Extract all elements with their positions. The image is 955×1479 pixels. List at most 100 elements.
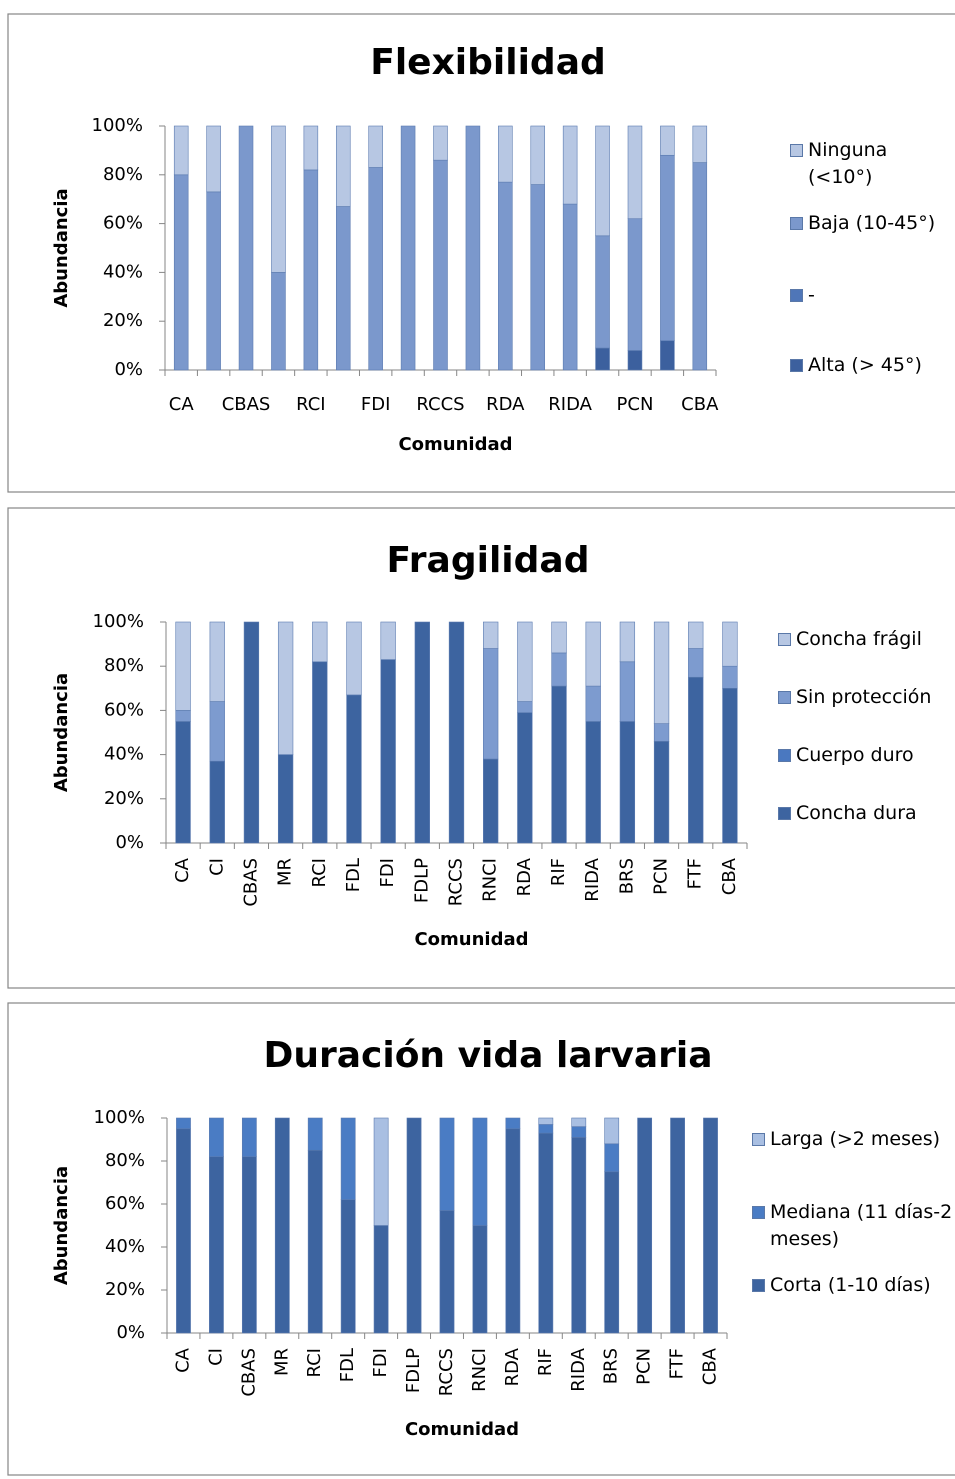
bar-segment (271, 125, 286, 273)
y-tick-label: 0% (116, 1322, 145, 1343)
bar-segment (585, 621, 601, 687)
x-tick-label: PCN (634, 1348, 655, 1385)
bar-segment (176, 1117, 191, 1130)
bar-segment (414, 621, 430, 844)
x-tick-label: RCI (304, 1348, 325, 1378)
bar-segment (373, 1225, 389, 1334)
bar-segment (307, 1149, 323, 1334)
bar-segment (627, 125, 643, 220)
bar-segment (209, 1156, 224, 1334)
legend-label: Corta (1-10 días) (770, 1274, 931, 1296)
bar-segment (660, 340, 675, 371)
x-tick-label: RIF (535, 1348, 556, 1376)
bar-segment (176, 1128, 191, 1334)
bar-segment (660, 125, 675, 156)
bar-segment (312, 621, 328, 663)
y-tick-label: 100% (93, 611, 144, 632)
legend-item: Sin protección (778, 684, 955, 711)
bar-segment (303, 169, 319, 371)
x-tick-label: FTF (667, 1348, 688, 1379)
bar-segment (209, 1117, 224, 1158)
bar-segment (551, 621, 567, 654)
chart-title: Duración vida larvaria (263, 1035, 712, 1076)
bar-segment (483, 621, 499, 649)
y-tick-label: 40% (103, 261, 143, 282)
x-tick-label: BRS (601, 1348, 622, 1384)
bar-segment (243, 621, 260, 844)
y-tick-label: 20% (105, 1279, 145, 1300)
panel-border (7, 1002, 955, 1476)
legend-item: Concha dura (778, 800, 955, 827)
bar-segment (637, 1117, 653, 1334)
bar-segment (175, 621, 191, 711)
bar-segment (340, 1199, 356, 1334)
bar-segment (380, 621, 396, 660)
bar-segment (312, 661, 328, 844)
y-tick-label: 40% (105, 1236, 145, 1257)
bar-segment (303, 125, 319, 171)
y-tick-label: 40% (104, 744, 144, 765)
legend-swatch (790, 217, 803, 230)
bar-segment (400, 125, 416, 371)
legend-label: Concha frágil (796, 628, 922, 650)
bar-segment (241, 1156, 257, 1334)
x-tick-label: FDI (370, 1348, 391, 1378)
bar-segment (340, 1117, 356, 1200)
legend-item: Mediana (11 días-2 meses) (752, 1199, 955, 1253)
bar-segment (277, 621, 294, 755)
x-tick-label: BRS (616, 858, 637, 894)
x-tick-label: FTF (685, 858, 706, 889)
legend-swatch (790, 359, 803, 372)
legend-swatch (752, 1279, 765, 1292)
bar-segment (173, 125, 189, 176)
bar-segment (538, 1132, 554, 1334)
bar-segment (551, 652, 567, 687)
bar-segment (175, 710, 191, 722)
y-tick-label: 80% (104, 655, 144, 676)
y-tick-label: 0% (115, 832, 144, 853)
y-axis-title: Abundancia (51, 673, 72, 792)
bar-segment (206, 191, 221, 371)
bar-segment (238, 125, 254, 371)
x-tick-label: CA (172, 857, 193, 883)
bar-segment (692, 162, 708, 371)
x-tick-label: RIF (548, 858, 569, 886)
bar-segment (571, 1126, 587, 1138)
bar-segment (241, 1117, 257, 1158)
y-tick-label: 20% (103, 310, 143, 331)
bar-segment (722, 665, 738, 689)
x-tick-label: FDI (377, 858, 398, 888)
bar-segment (722, 687, 738, 844)
x-tick-label: MR (271, 1348, 292, 1376)
bar-segment (585, 685, 601, 722)
chart-title: Flexibilidad (370, 42, 606, 83)
bar-segment (175, 721, 191, 844)
x-axis-title: Comunidad (414, 929, 528, 950)
y-tick-label: 100% (92, 115, 143, 136)
bar-segment (483, 648, 499, 760)
legend-item: - (790, 282, 940, 309)
x-tick-label: FDL (337, 1348, 358, 1382)
bar-segment (627, 350, 643, 371)
bar-segment (571, 1117, 587, 1127)
x-tick-label: CI (205, 1348, 226, 1366)
x-tick-label: CBA (681, 394, 719, 415)
legend-item: Ninguna (<10°) (790, 137, 940, 191)
panel-border (7, 507, 955, 989)
x-axis-title: Comunidad (405, 1419, 519, 1440)
bar-segment (448, 621, 465, 844)
x-tick-label: CI (206, 858, 227, 876)
bar-segment (307, 1117, 323, 1151)
bar-segment (604, 1171, 620, 1334)
y-tick-label: 20% (104, 788, 144, 809)
bar-segment (571, 1137, 587, 1334)
y-tick-label: 60% (103, 213, 143, 234)
legend-swatch (752, 1206, 765, 1219)
bar-segment (472, 1225, 488, 1334)
x-tick-label: CBAS (238, 1348, 259, 1397)
bar-segment (551, 685, 567, 844)
bar-segment (670, 1117, 685, 1334)
bar-segment (619, 721, 636, 844)
legend-label: Sin protección (796, 686, 932, 708)
